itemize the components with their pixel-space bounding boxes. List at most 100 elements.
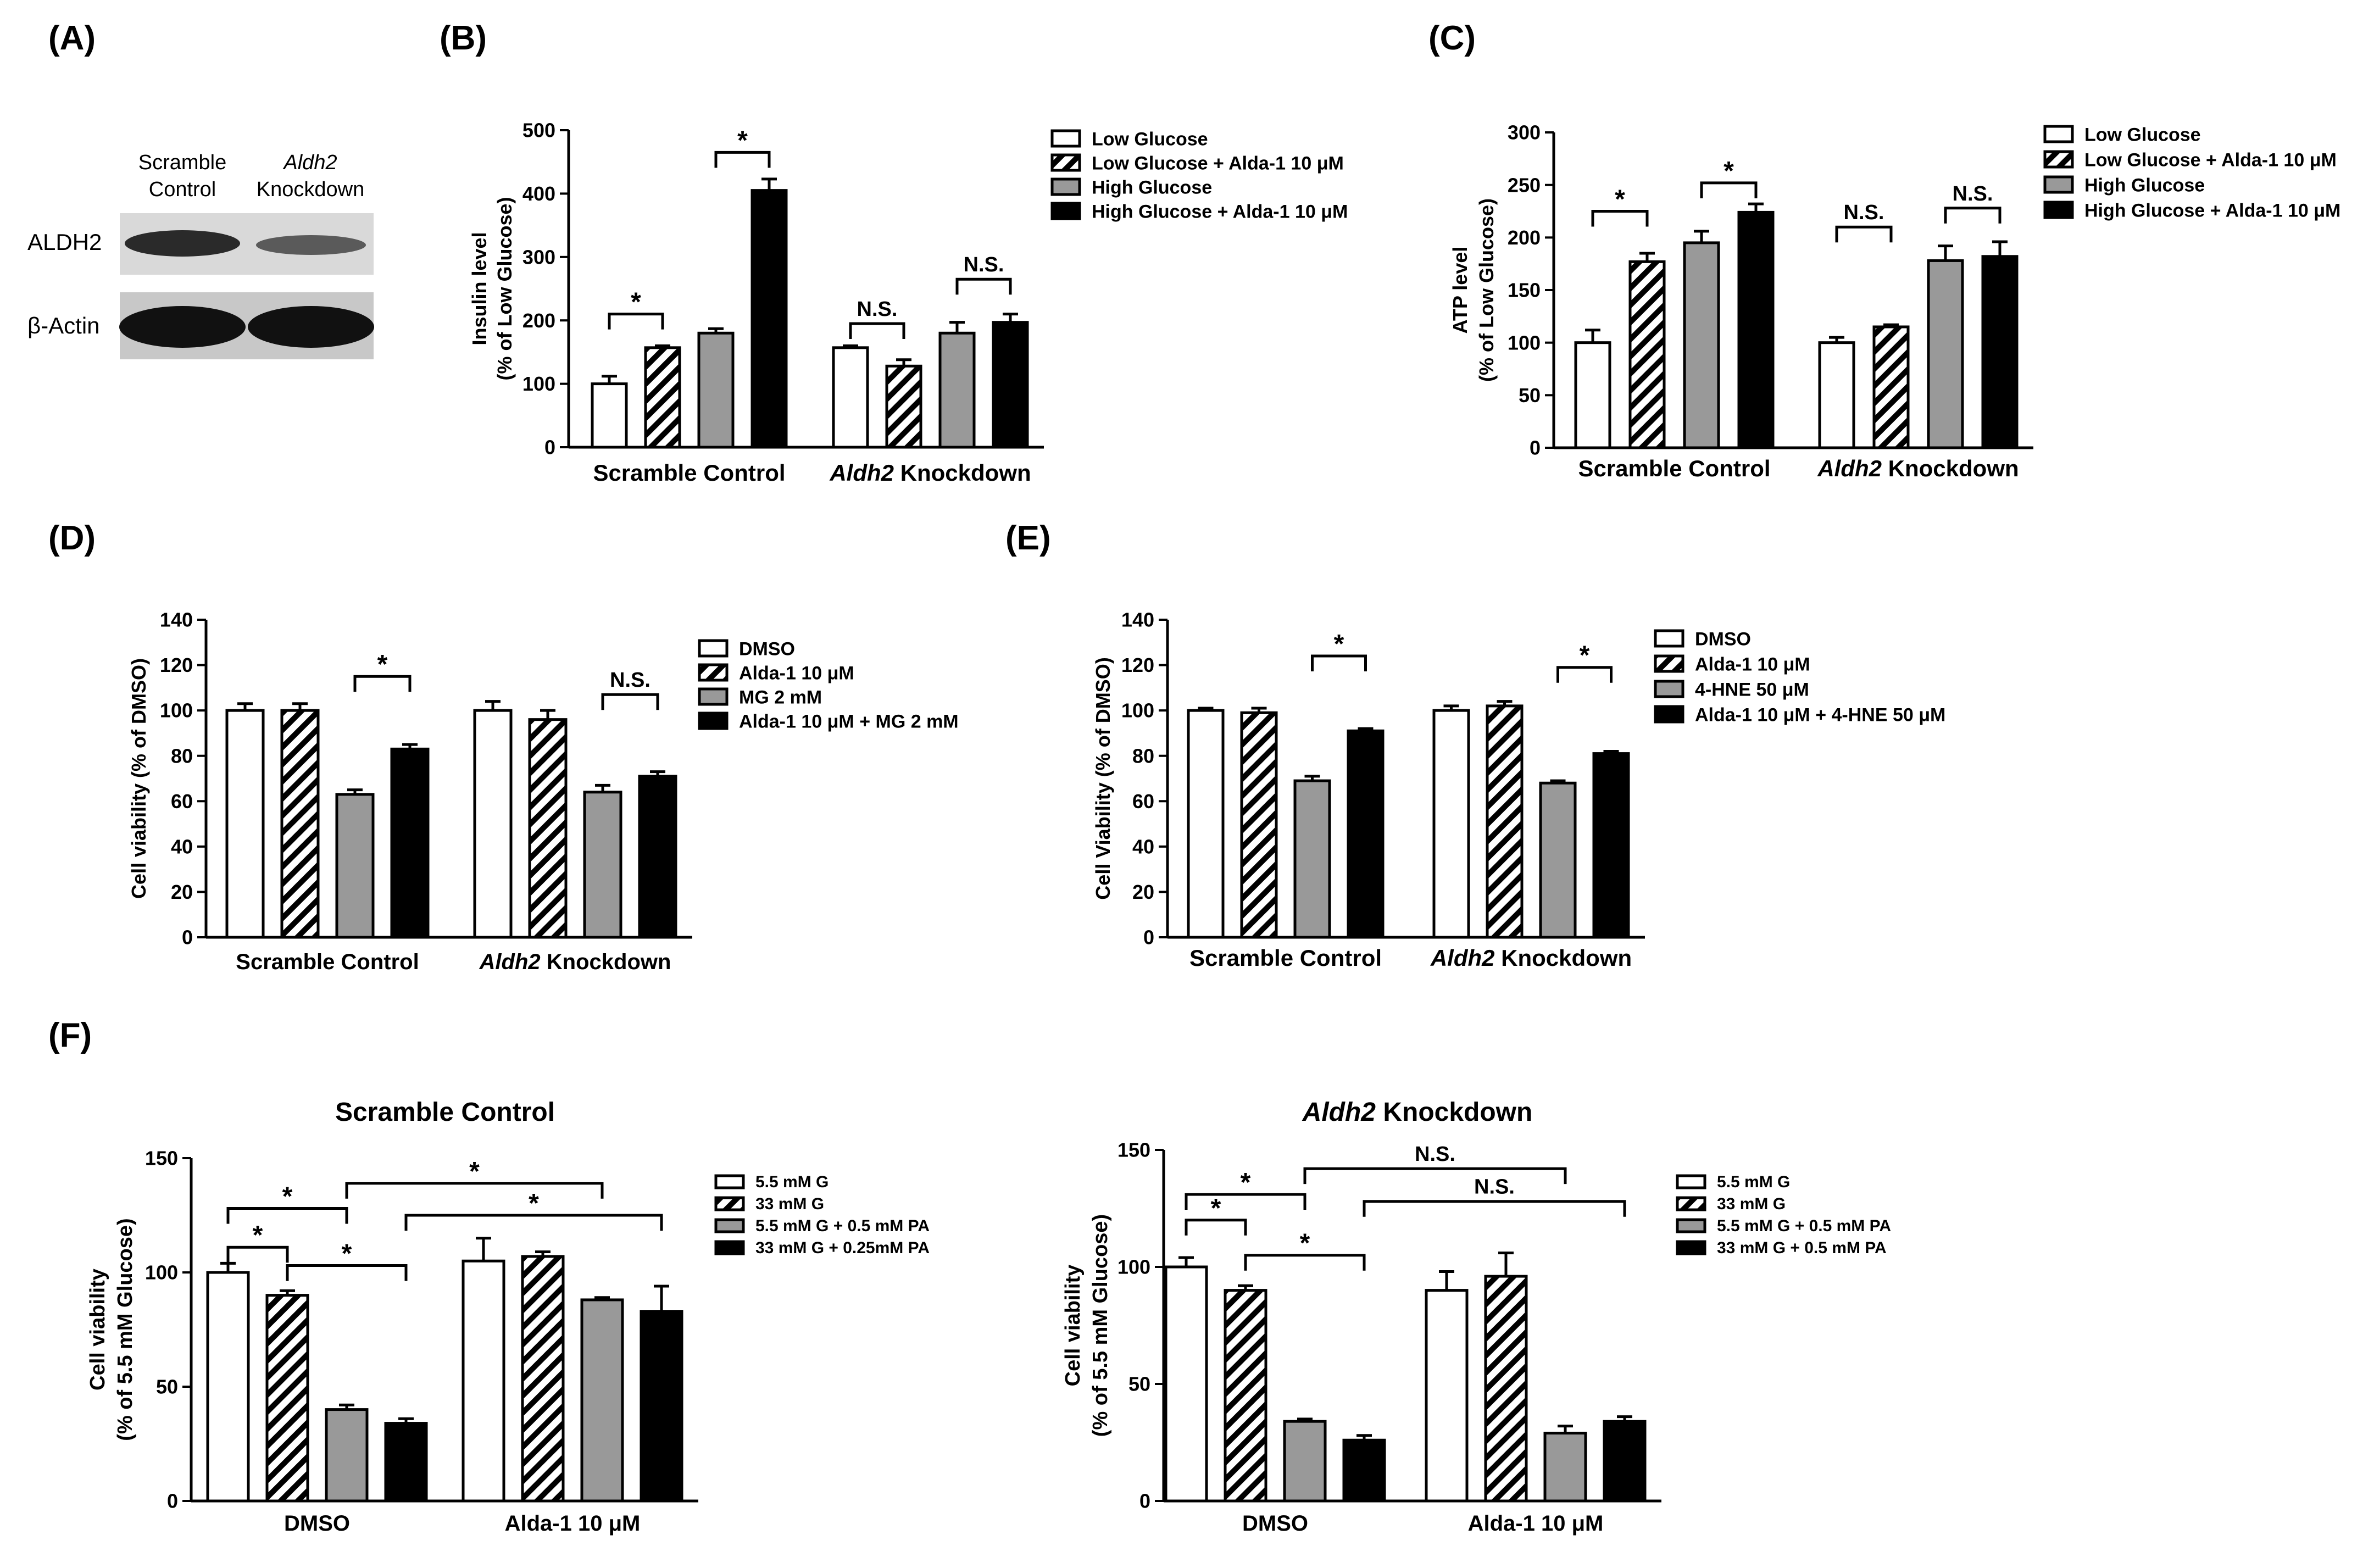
significance-bracket bbox=[849, 322, 905, 339]
legend-label: Low Glucose + Alda-1 10 μM bbox=[2084, 150, 2337, 171]
significance-bracket bbox=[1556, 666, 1613, 683]
bar bbox=[1603, 1420, 1647, 1503]
y-tick-label: 250 bbox=[1508, 174, 1541, 196]
bar bbox=[1592, 752, 1630, 939]
legend-label: High Glucose bbox=[1092, 177, 1212, 198]
chart-title: Scramble Control bbox=[335, 1098, 555, 1127]
significance-label: * bbox=[1211, 1194, 1221, 1223]
blot-band-actin-scramble bbox=[119, 306, 246, 348]
chart-title: Aldh2 Knockdown bbox=[1302, 1098, 1533, 1127]
significance-bracket bbox=[608, 313, 664, 330]
y-tick-label: 300 bbox=[1508, 121, 1541, 144]
significance-bracket bbox=[286, 1264, 408, 1281]
bar bbox=[583, 791, 622, 939]
y-tick-label: 200 bbox=[1508, 226, 1541, 249]
bar bbox=[521, 1255, 565, 1503]
x-category-label: Aldh2 Knockdown bbox=[1817, 455, 2019, 481]
significance-bracket bbox=[1944, 207, 2002, 224]
y-tick-label: 140 bbox=[1121, 609, 1154, 631]
bar bbox=[1981, 255, 2019, 449]
y-tick-label: 0 bbox=[544, 436, 555, 459]
x-category-label: Aldh2 Knockdown bbox=[829, 460, 1031, 486]
x-category-label: Scramble Control bbox=[593, 460, 785, 486]
significance-bracket bbox=[955, 277, 1012, 295]
western-blot-panel: Scramble Control Aldh2 Knockdown ALDH2 β… bbox=[27, 151, 374, 359]
y-tick-label: 120 bbox=[160, 654, 193, 676]
significance-label: * bbox=[282, 1182, 293, 1211]
legend-label: Low Glucose bbox=[2084, 125, 2201, 146]
x-category-label: Aldh2 Knockdown bbox=[479, 950, 671, 974]
legend-label: Low Glucose bbox=[1092, 129, 1208, 150]
significance-bracket bbox=[1700, 181, 1758, 198]
y-tick-label: 0 bbox=[182, 926, 193, 949]
bar bbox=[1818, 341, 1855, 449]
significance-label: N.S. bbox=[1415, 1143, 1455, 1166]
x-category-label: Scramble Control bbox=[1189, 945, 1382, 971]
y-tick-label: 60 bbox=[1132, 790, 1154, 813]
bar bbox=[1224, 1289, 1267, 1503]
chart-c: 0 50 100 150 200 250 300 ATP level (% of Low Glu… bbox=[1449, 121, 2340, 481]
bar bbox=[280, 709, 320, 939]
bar bbox=[638, 775, 677, 939]
x-category-label: DMSO bbox=[284, 1511, 350, 1536]
bar bbox=[473, 709, 513, 939]
legend-label: Low Glucose + Alda-1 10 μM bbox=[1092, 153, 1344, 174]
legend-swatch bbox=[714, 1240, 745, 1255]
bar bbox=[390, 747, 430, 939]
legend-swatch bbox=[698, 687, 729, 706]
bar bbox=[206, 1271, 250, 1503]
legend-label: 33 mM G + 0.25mM PA bbox=[755, 1239, 930, 1257]
significance-bracket bbox=[226, 1245, 289, 1263]
bar bbox=[1628, 260, 1666, 449]
x-category-label: Alda-1 10 μM bbox=[505, 1511, 641, 1536]
y-tick-label: 150 bbox=[145, 1147, 178, 1170]
y-tick-label: 60 bbox=[171, 790, 193, 813]
bar bbox=[1432, 709, 1470, 939]
bar bbox=[1347, 729, 1385, 939]
y-axis-label: ATP level bbox=[1449, 247, 1471, 334]
x-category-label: Aldh2 Knockdown bbox=[1430, 945, 1632, 971]
significance-label: * bbox=[253, 1221, 263, 1250]
significance-label: N.S. bbox=[1474, 1176, 1515, 1199]
significance-label: * bbox=[1300, 1229, 1310, 1258]
bar bbox=[225, 709, 265, 939]
legend-label: 5.5 mM G + 0.5 mM PA bbox=[755, 1217, 930, 1235]
y-tick-label: 40 bbox=[1132, 835, 1154, 858]
bar bbox=[992, 321, 1029, 449]
y-tick-label: 100 bbox=[522, 372, 555, 395]
bar bbox=[644, 346, 681, 449]
bar bbox=[1927, 259, 1964, 449]
bar bbox=[384, 1422, 428, 1503]
y-tick-label: 20 bbox=[171, 881, 193, 903]
bar bbox=[1486, 704, 1524, 939]
significance-bracket bbox=[714, 151, 771, 168]
y-tick-label: 20 bbox=[1132, 881, 1154, 903]
significance-bracket bbox=[1591, 210, 1649, 227]
x-category-label: Alda-1 10 μM bbox=[1468, 1511, 1604, 1536]
legend-label: High Glucose + Alda-1 10 μM bbox=[1092, 202, 1348, 223]
significance-label: * bbox=[737, 126, 748, 155]
y-tick-label: 40 bbox=[171, 835, 193, 858]
chart-b: 0 100 200 300 400 500 Insulin level (% of Low G… bbox=[468, 119, 1348, 486]
y-tick-label: 0 bbox=[1143, 926, 1154, 949]
bar bbox=[325, 1408, 369, 1503]
y-tick-label: 200 bbox=[522, 309, 555, 332]
blot-col1-line1: Scramble bbox=[138, 151, 227, 174]
bar bbox=[1293, 779, 1331, 939]
y-tick-label: 150 bbox=[1117, 1139, 1150, 1161]
bar bbox=[580, 1298, 624, 1503]
bar bbox=[591, 382, 628, 449]
bar bbox=[750, 189, 788, 449]
y-tick-label: 0 bbox=[1139, 1490, 1150, 1513]
y-tick-label: 50 bbox=[1519, 384, 1541, 407]
significance-bracket bbox=[1185, 1193, 1306, 1210]
legend-swatch bbox=[1676, 1240, 1706, 1255]
panel-label-b: (B) bbox=[440, 19, 487, 57]
legend-swatch bbox=[1050, 202, 1081, 220]
blot-row-actin: β-Actin bbox=[27, 313, 100, 338]
legend-label: 5.5 mM G bbox=[755, 1173, 829, 1191]
bar bbox=[462, 1259, 505, 1503]
significance-bracket bbox=[1303, 1167, 1567, 1185]
chart-d: 0 20 40 60 80 100 120 140 Cell viability (% of D… bbox=[127, 609, 959, 974]
legend-label: 5.5 mM G bbox=[1717, 1173, 1790, 1191]
